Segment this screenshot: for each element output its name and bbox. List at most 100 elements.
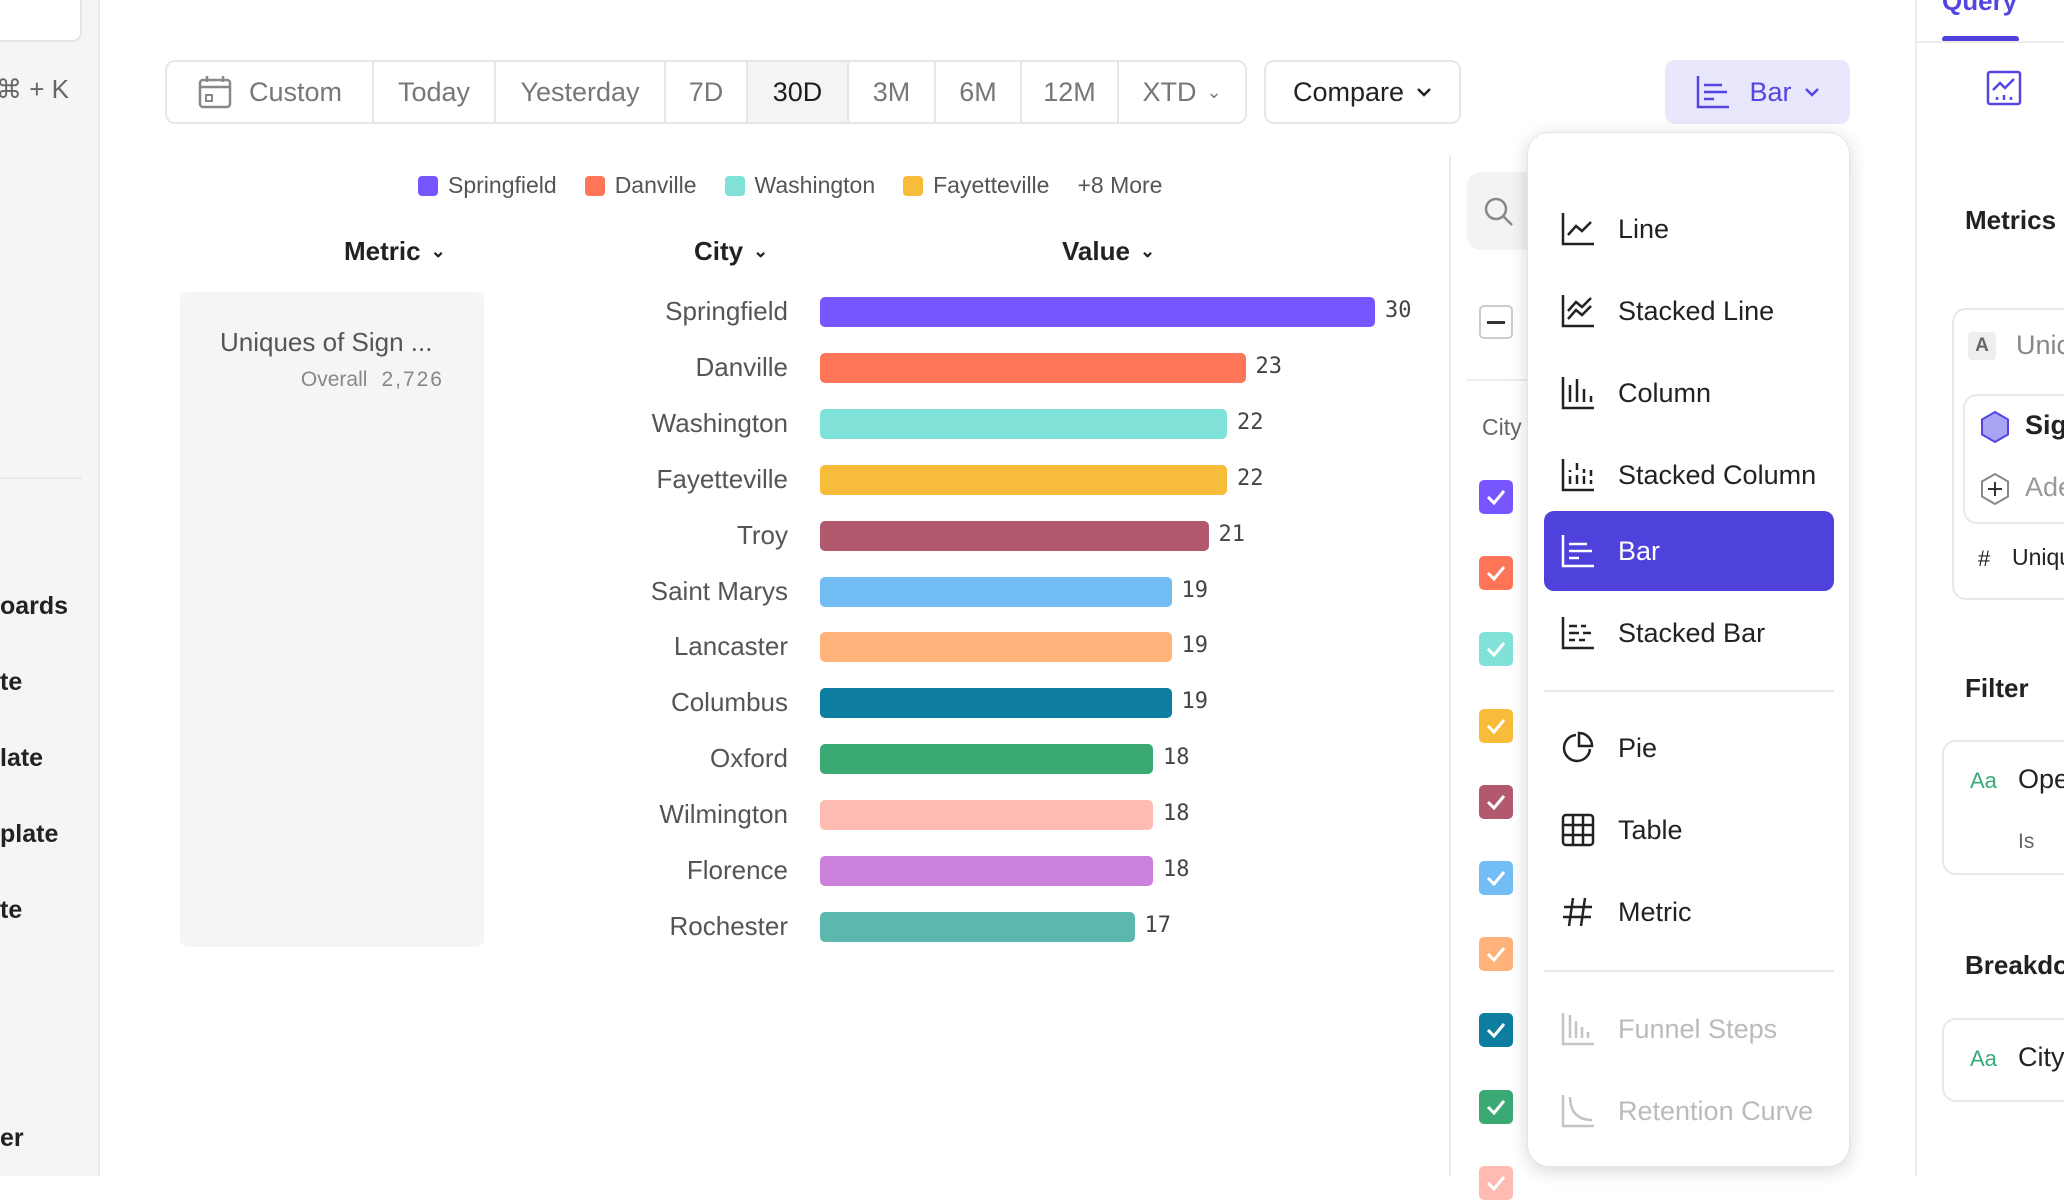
chevron-down-icon: ⌄ [430,241,446,261]
menu-item-retention-curve[interactable]: Retention Curve [1544,1071,1834,1151]
series-checkbox[interactable] [1479,556,1513,591]
panel-divider [1449,155,1451,1176]
legend-item[interactable]: Washington [724,172,875,199]
legend-item[interactable]: Springfield [418,172,557,199]
bar-mark[interactable] [820,352,1246,383]
series-checkbox[interactable] [1479,708,1513,743]
menu-item-stacked-column[interactable]: Stacked Column [1544,435,1834,515]
bar-category-label: Oxford [709,743,788,774]
insights-icon[interactable] [1986,70,2022,106]
sidebar-item[interactable]: plate [0,820,59,848]
table-icon [1561,813,1595,847]
bar-category-label: Danville [695,351,789,382]
bar-mark[interactable] [820,520,1209,551]
menu-item-stacked-line[interactable]: Stacked Line [1544,271,1834,351]
menu-item-stacked-bar[interactable]: Stacked Bar [1544,593,1834,673]
bar-mark[interactable] [820,911,1135,942]
line-chart-icon [1561,213,1594,246]
legend-item[interactable]: Fayetteville [903,172,1049,199]
series-checkbox[interactable] [1479,861,1513,895]
menu-item-metric[interactable]: Metric [1544,872,1834,952]
sidebar-item[interactable]: late [0,744,44,772]
series-checkbox[interactable] [1479,1013,1513,1048]
series-checkbox[interactable] [1479,937,1513,972]
menu-item-line[interactable]: Line [1544,189,1834,269]
metric-query-card[interactable]: A Unic Sig Ade # Uniqu [1952,308,2064,600]
bar-category-label: Rochester [669,910,789,941]
tab-query[interactable]: Query [1942,0,2018,16]
sidebar-search-box[interactable] [0,0,82,42]
range-yesterday[interactable]: Yesterday [496,62,666,122]
range-custom[interactable]: Custom [167,62,374,122]
chart-type-button[interactable]: Bar [1665,60,1850,124]
metric-name[interactable]: Unic [2016,330,2064,360]
measure-label[interactable]: Uniqu [2012,544,2064,570]
bar-mark[interactable] [820,408,1227,439]
left-sidebar: ⌘ + K oards te late plate te er [0,0,100,1176]
menu-item-label: Table [1618,814,1683,845]
bar-value-label: 19 [1181,689,1209,715]
metric-card[interactable]: Uniques of Sign ... Overall 2,726 [180,292,484,947]
range-6m[interactable]: 6M [936,62,1022,122]
legend-swatch [418,175,438,196]
event-name[interactable]: Sig [2025,410,2064,440]
menu-item-funnel-steps[interactable]: Funnel Steps [1544,989,1834,1069]
add-event-icon[interactable] [1979,472,2011,506]
bar-mark[interactable] [820,297,1375,327]
series-checkbox[interactable] [1479,632,1513,667]
menu-item-table[interactable]: Table [1544,790,1834,870]
bar-mark[interactable] [820,688,1172,719]
series-checkbox[interactable] [1479,784,1513,819]
filter-card[interactable]: Aa Ope Is i [1942,740,2064,875]
bar-mark[interactable] [820,856,1153,886]
chart-legend: Springfield Danville Washington Fayettev… [418,172,1162,199]
legend-item[interactable]: Danville [584,172,697,199]
range-7d[interactable]: 7D [666,62,748,122]
select-all-checkbox[interactable] [1479,305,1513,339]
bar-mark[interactable] [820,464,1227,495]
filter-operator[interactable]: Is [2018,830,2035,853]
legend-swatch [903,175,924,196]
minus-icon [1487,320,1505,324]
range-12m[interactable]: 12M [1022,62,1119,122]
sidebar-item[interactable]: te [0,896,23,924]
retention-icon [1561,1095,1594,1128]
sidebar-item[interactable]: oards [0,592,69,620]
value-column-header[interactable]: Value ⌄ [1062,236,1155,267]
sidebar-item[interactable]: te [0,668,23,696]
check-icon [1486,1023,1506,1039]
range-30d[interactable]: 30D [748,62,849,122]
menu-item-pie[interactable]: Pie [1544,708,1834,788]
check-icon [1486,490,1506,506]
menu-item-label: Stacked Bar [1618,617,1766,648]
add-event-label[interactable]: Ade [2025,472,2064,502]
legend-more[interactable]: +8 More [1077,172,1163,198]
bar-mark[interactable] [820,800,1153,831]
series-checkbox[interactable] [1479,1089,1513,1124]
bar-mark[interactable] [820,744,1153,775]
sidebar-item[interactable]: er [0,1124,24,1152]
series-checkbox[interactable] [1479,1165,1513,1200]
divider [1467,379,1547,381]
range-xtd[interactable]: XTD ⌄ [1119,62,1245,122]
bar-chart-icon [1561,535,1594,568]
city-column-header[interactable]: City ⌄ [694,236,768,267]
range-today[interactable]: Today [374,62,496,122]
metric-column-header[interactable]: Metric ⌄ [344,236,446,267]
range-3m[interactable]: 3M [849,62,936,122]
bar-mark[interactable] [820,632,1172,663]
check-icon [1486,1099,1506,1115]
bar-chart-icon [1697,76,1730,109]
calendar-icon [198,76,232,109]
string-type-icon: Aa [1970,1046,1997,1071]
menu-item-column[interactable]: Column [1544,353,1834,433]
bar-value-label: 17 [1144,912,1172,938]
check-icon [1486,1175,1506,1192]
active-tab-indicator [1942,36,2019,42]
menu-item-bar[interactable]: Bar [1544,511,1834,591]
bar-mark[interactable] [820,576,1172,607]
date-range-picker: Custom Today Yesterday 7D 30D 3M 6M 12M … [165,60,1247,124]
series-checkbox[interactable] [1479,480,1513,514]
compare-button[interactable]: Compare [1264,60,1461,124]
breakdown-card[interactable]: Aa City [1942,1018,2064,1102]
